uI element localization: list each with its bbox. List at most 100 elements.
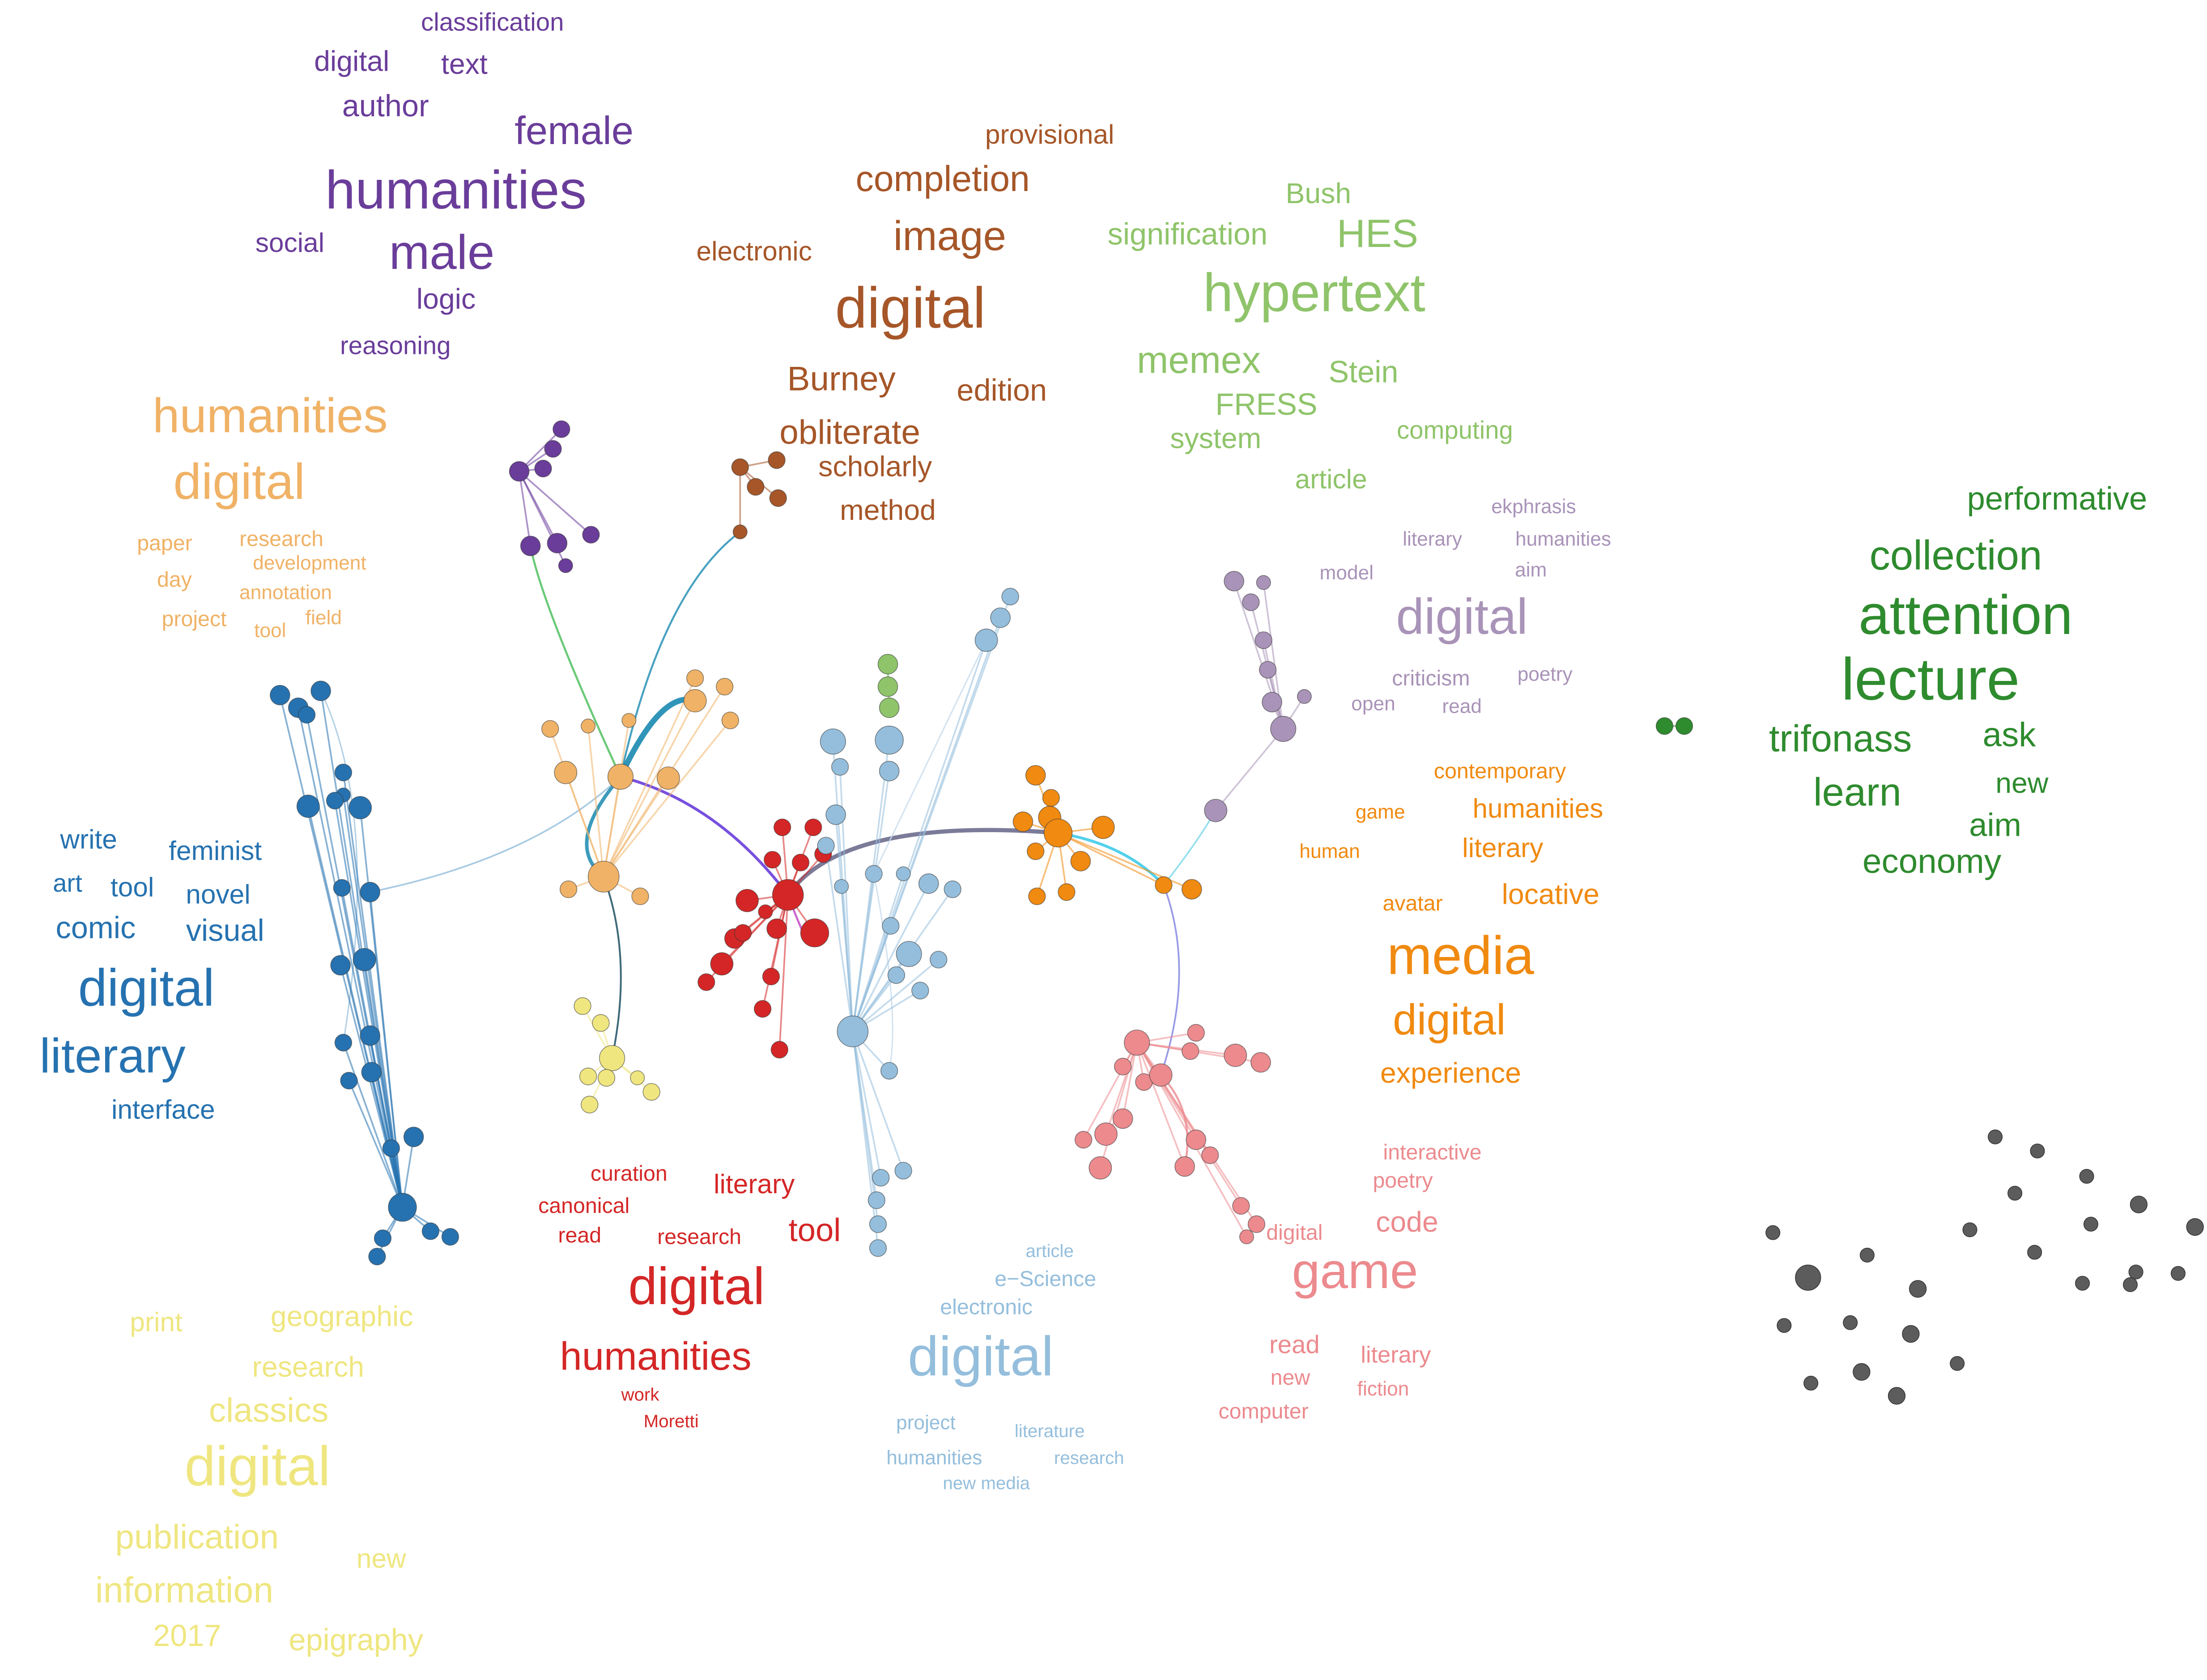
peach-node <box>716 678 734 696</box>
cluster-word: digital <box>78 958 215 1017</box>
cluster-word: Burney <box>787 360 896 398</box>
pink-node <box>1201 1146 1219 1164</box>
purple-node <box>509 461 530 482</box>
isolate-node <box>1888 1387 1906 1405</box>
red-node <box>758 904 773 919</box>
darkblue-node <box>360 1025 380 1046</box>
cluster-word: humanities <box>560 1334 751 1378</box>
cluster-word: project <box>896 1412 956 1433</box>
word-cluster-yellow: print geographic research classics digital pu… <box>95 1300 424 1657</box>
word-cluster-peach: humanities digital paper researchdevelopmen… <box>137 389 387 642</box>
lightblue-node <box>820 728 846 755</box>
network-nodes <box>270 420 2204 1405</box>
orange-node <box>1058 883 1076 901</box>
lightblue-node <box>825 804 846 825</box>
cluster-word: computer <box>1219 1399 1309 1423</box>
orange-spoke <box>1058 832 1164 886</box>
cluster-word: interactive <box>1383 1140 1482 1165</box>
red-node <box>804 818 822 836</box>
yellow-node <box>599 1045 625 1072</box>
cluster-word: canonical <box>538 1194 629 1218</box>
isolate-node <box>2079 1169 2094 1184</box>
darkblue-node <box>353 948 376 971</box>
red-node <box>736 889 759 912</box>
purple-node <box>582 526 600 544</box>
cluster-word: new media <box>943 1473 1030 1493</box>
cluster-word: literary <box>40 1029 186 1083</box>
orange-node <box>1155 876 1173 894</box>
cluster-word: literary <box>1462 833 1544 863</box>
cluster-word: project <box>162 607 227 631</box>
cluster-word: humanities <box>886 1447 982 1469</box>
cluster-word: literary <box>1361 1342 1431 1368</box>
cluster-word: scholarly <box>818 450 932 482</box>
isolate-node <box>1950 1356 1965 1371</box>
network-edge <box>618 697 696 778</box>
cluster-word: development <box>253 552 366 574</box>
brown-node <box>747 478 765 496</box>
pink-node <box>1074 1131 1093 1149</box>
isolate-node <box>1988 1129 2003 1144</box>
orange-node <box>1027 842 1045 860</box>
yellow-node <box>581 1096 599 1114</box>
brown-node <box>768 451 786 469</box>
darkblue-node <box>334 1034 353 1052</box>
lightblue-node <box>1001 587 1019 606</box>
pink-spoke <box>1082 1042 1138 1140</box>
red-node <box>697 973 715 991</box>
cluster-word: electronic <box>697 236 812 266</box>
lightblue-node <box>869 1239 887 1257</box>
orange-node <box>1028 887 1046 906</box>
lightgreen-node <box>879 698 900 718</box>
cluster-word: game <box>1292 1242 1418 1299</box>
darkblue-node <box>340 1072 358 1090</box>
cluster-word: author <box>342 89 429 123</box>
pink-node <box>1174 1156 1195 1177</box>
cluster-word: article <box>1295 464 1367 494</box>
peach-node <box>621 713 637 728</box>
cluster-word: human <box>1299 841 1360 863</box>
cluster-word: media <box>1387 925 1535 986</box>
cluster-word: new <box>1995 767 2049 799</box>
peach-node <box>554 761 578 784</box>
cluster-word: method <box>840 494 936 526</box>
cluster-word: ask <box>1983 716 2037 754</box>
peach-node <box>686 669 704 687</box>
cluster-word: literary <box>1403 528 1463 550</box>
darkblue-spoke <box>348 1080 404 1208</box>
word-cluster-lightgreen: Bush signification HES hypertext memex Stein F… <box>1108 177 1513 494</box>
cluster-word: visual <box>186 913 264 948</box>
lightblue-node <box>990 607 1011 628</box>
peach-node <box>581 719 596 734</box>
lightblue-node <box>896 941 922 967</box>
word-cluster-brown: provisional completion electronic image digi… <box>697 119 1114 526</box>
cluster-word: humanities <box>1515 528 1611 550</box>
isolate-node <box>2123 1277 2138 1292</box>
lightblue-node <box>867 1191 885 1209</box>
red-spoke <box>778 895 789 1050</box>
yellow-node <box>597 1069 616 1087</box>
red-node <box>772 879 804 911</box>
word-cluster-purple: classification digital text author female hum… <box>255 8 634 359</box>
isolate-node <box>1777 1318 1792 1333</box>
cluster-word: digital <box>1266 1221 1322 1245</box>
isolate-node <box>1962 1222 1977 1238</box>
cluster-word: research <box>239 527 323 551</box>
cluster-word: comic <box>56 910 136 945</box>
yellow-node <box>630 1070 645 1085</box>
cluster-word: annotation <box>239 582 332 604</box>
lightblue-spoke <box>852 1031 904 1171</box>
cluster-word: completion <box>856 159 1030 199</box>
isolate-node <box>1843 1315 1858 1330</box>
network-edge <box>529 545 622 778</box>
peach-node <box>631 887 649 906</box>
darkblue-spoke <box>363 959 404 1208</box>
cluster-word: learn <box>1813 770 1901 814</box>
cluster-word: logic <box>417 283 476 315</box>
lightblue-spoke <box>825 845 854 1032</box>
cluster-word: digital <box>628 1257 765 1315</box>
cluster-word: lecture <box>1841 646 2020 713</box>
cluster-word: literary <box>714 1169 795 1199</box>
isolate-node <box>1909 1280 1927 1298</box>
